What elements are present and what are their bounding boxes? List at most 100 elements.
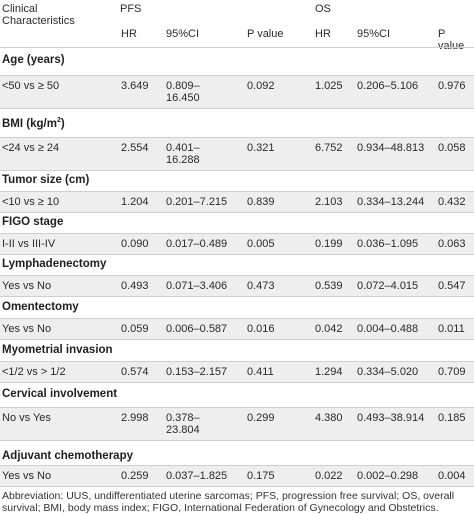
section-title: Omentectomy [2,301,79,313]
pfs-ci-value: 0.037–1.825 [166,470,228,482]
header-pfs-pvalue: P value [247,28,284,40]
row-label: No vs Yes [2,412,51,424]
os-pvalue: 0.185 [438,412,466,424]
os-ci-value: 0.002–0.298 [357,470,419,482]
section-title: Adjuvant chemotherapy [2,450,133,462]
section-title-text: Tumor size (cm) [2,174,90,186]
pfs-pvalue: 0.299 [247,412,275,424]
os-hr-value: 1.025 [315,80,343,92]
table-row [0,138,474,170]
header-pfs-hr: HR [121,28,137,40]
row-divider [0,275,474,276]
row-divider [0,212,474,213]
row-divider [0,440,474,441]
pfs-ci-value: 0.153–2.157 [166,366,228,378]
pfs-hr-value: 2.554 [121,142,149,154]
table-row [0,362,474,382]
row-divider [0,339,474,340]
section-title: Myometrial invasion [2,344,113,356]
section-title-text: Age (years) [2,54,65,66]
pfs-pvalue: 0.005 [247,238,275,250]
os-hr-value: 0.042 [315,323,343,335]
section-title-text: Myometrial invasion [2,344,113,356]
table-row [0,76,474,108]
table-row [0,408,474,440]
table-row [0,466,474,486]
table-row [0,234,474,254]
pfs-pvalue: 0.321 [247,142,275,154]
os-hr-value: 0.022 [315,470,343,482]
pfs-ci-value: 0.017–0.489 [166,238,228,250]
os-pvalue: 0.547 [438,280,466,292]
row-divider [0,407,474,408]
row-label: Yes vs No [2,470,52,482]
os-ci-value: 0.493–38.914 [357,412,425,424]
section-title-text: Adjuvant chemotherapy [2,450,133,462]
os-hr-value: 0.199 [315,238,343,250]
os-pvalue: 0.432 [438,196,466,208]
pfs-hr-value: 0.059 [121,323,149,335]
row-divider [0,361,474,362]
row-divider [0,75,474,76]
pfs-ci-value: 0.378– 23.804 [166,412,200,436]
pfs-hr-value: 3.649 [121,80,149,92]
pfs-ci-value: 0.006–0.587 [166,323,228,335]
header-clinical-characteristics: Clinical Characteristics [2,3,75,27]
pfs-ci-value: 0.401– 16.288 [166,142,200,166]
pfs-ci-value: 0.809– 16.450 [166,80,200,104]
section-title: Lymphadenectomy [2,258,106,270]
header-pfs-ci: 95%CI [166,28,200,40]
row-label: <50 vs ≥ 50 [2,80,60,92]
row-divider [0,170,474,171]
row-divider [0,318,474,319]
pfs-pvalue: 0.092 [247,80,275,92]
header-os: OS [315,3,331,15]
section-title-superscript: 2 [56,117,61,125]
os-hr-value: 1.294 [315,366,343,378]
row-divider [0,465,474,466]
pfs-hr-value: 1.204 [121,196,149,208]
os-ci-value: 0.036–1.095 [357,238,419,250]
pfs-pvalue: 0.473 [247,280,275,292]
pfs-hr-value: 0.493 [121,280,149,292]
pfs-hr-value: 2.998 [121,412,149,424]
table-row [0,192,474,212]
section-title-text: Lymphadenectomy [2,258,107,270]
os-hr-value: 0.539 [315,280,343,292]
os-ci-value: 0.334–5.020 [357,366,419,378]
row-label: <24 vs ≥ 24 [2,142,60,154]
header-os-pvalue: P value [438,28,465,52]
row-divider [0,486,474,487]
pfs-pvalue: 0.175 [247,470,275,482]
row-divider [0,108,474,109]
row-label: <10 vs ≥ 10 [2,196,60,208]
pfs-hr-value: 0.259 [121,470,149,482]
table-row [0,319,474,339]
row-divider [0,137,474,138]
pfs-pvalue: 0.411 [247,366,274,378]
section-title: FIGO stage [2,216,63,228]
section-title-text: BMI (kg/m [2,118,57,130]
pfs-pvalue: 0.016 [247,323,275,335]
os-pvalue: 0.976 [438,80,466,92]
row-divider [0,191,474,192]
os-hr-value: 6.752 [315,142,343,154]
section-title-text: Omentectomy [2,301,79,313]
row-label: Yes vs No [2,323,52,335]
os-ci-value: 0.072–4.015 [357,280,419,292]
table-row [0,276,474,296]
os-pvalue: 0.063 [438,238,466,250]
os-pvalue: 0.709 [438,366,466,378]
section-title-text: FIGO stage [2,216,64,228]
row-label: Yes vs No [2,280,52,292]
header-pfs: PFS [120,3,142,15]
section-title: Tumor size (cm) [2,174,89,186]
os-ci-value: 0.334–13.244 [357,196,425,208]
os-pvalue: 0.004 [438,470,466,482]
row-divider [0,382,474,383]
section-title: Age (years) [2,54,65,66]
os-pvalue: 0.058 [438,142,466,154]
section-title: BMI (kg/m2) [2,117,65,130]
row-divider [0,254,474,255]
pfs-ci-value: 0.201–7.215 [166,196,228,208]
